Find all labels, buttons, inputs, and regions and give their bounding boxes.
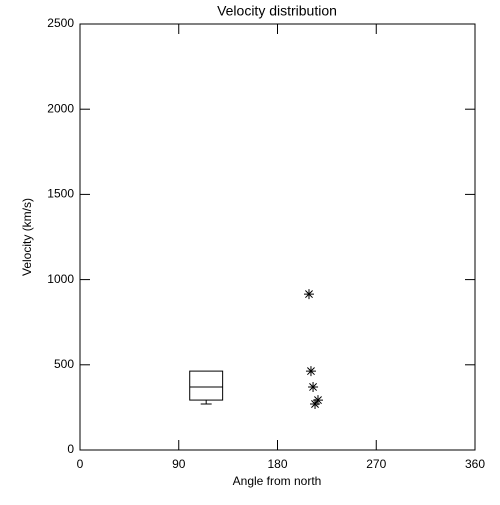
y-tick-label: 1000 [47, 272, 74, 286]
x-tick-label: 0 [77, 457, 84, 471]
y-axis-label: Velocity (km/s) [20, 198, 34, 276]
y-tick-label: 2500 [47, 16, 74, 30]
scatter-point [310, 398, 321, 409]
y-tick-label: 500 [54, 357, 74, 371]
plot-frame [79, 23, 476, 451]
chart-title: Velocity distribution [217, 3, 337, 19]
x-tick-label: 90 [172, 457, 186, 471]
x-tick-label: 270 [366, 457, 386, 471]
y-tick-label: 2000 [47, 101, 74, 115]
scatter-point [303, 289, 314, 300]
scatter-point [308, 381, 319, 392]
x-axis-label: Angle from north [233, 474, 322, 488]
scatter-point [312, 395, 323, 406]
scatter-point [305, 366, 316, 377]
box [189, 370, 224, 401]
y-tick-label: 0 [67, 442, 74, 456]
x-tick-label: 180 [267, 457, 287, 471]
y-tick-label: 1500 [47, 187, 74, 201]
x-tick-label: 360 [465, 457, 485, 471]
